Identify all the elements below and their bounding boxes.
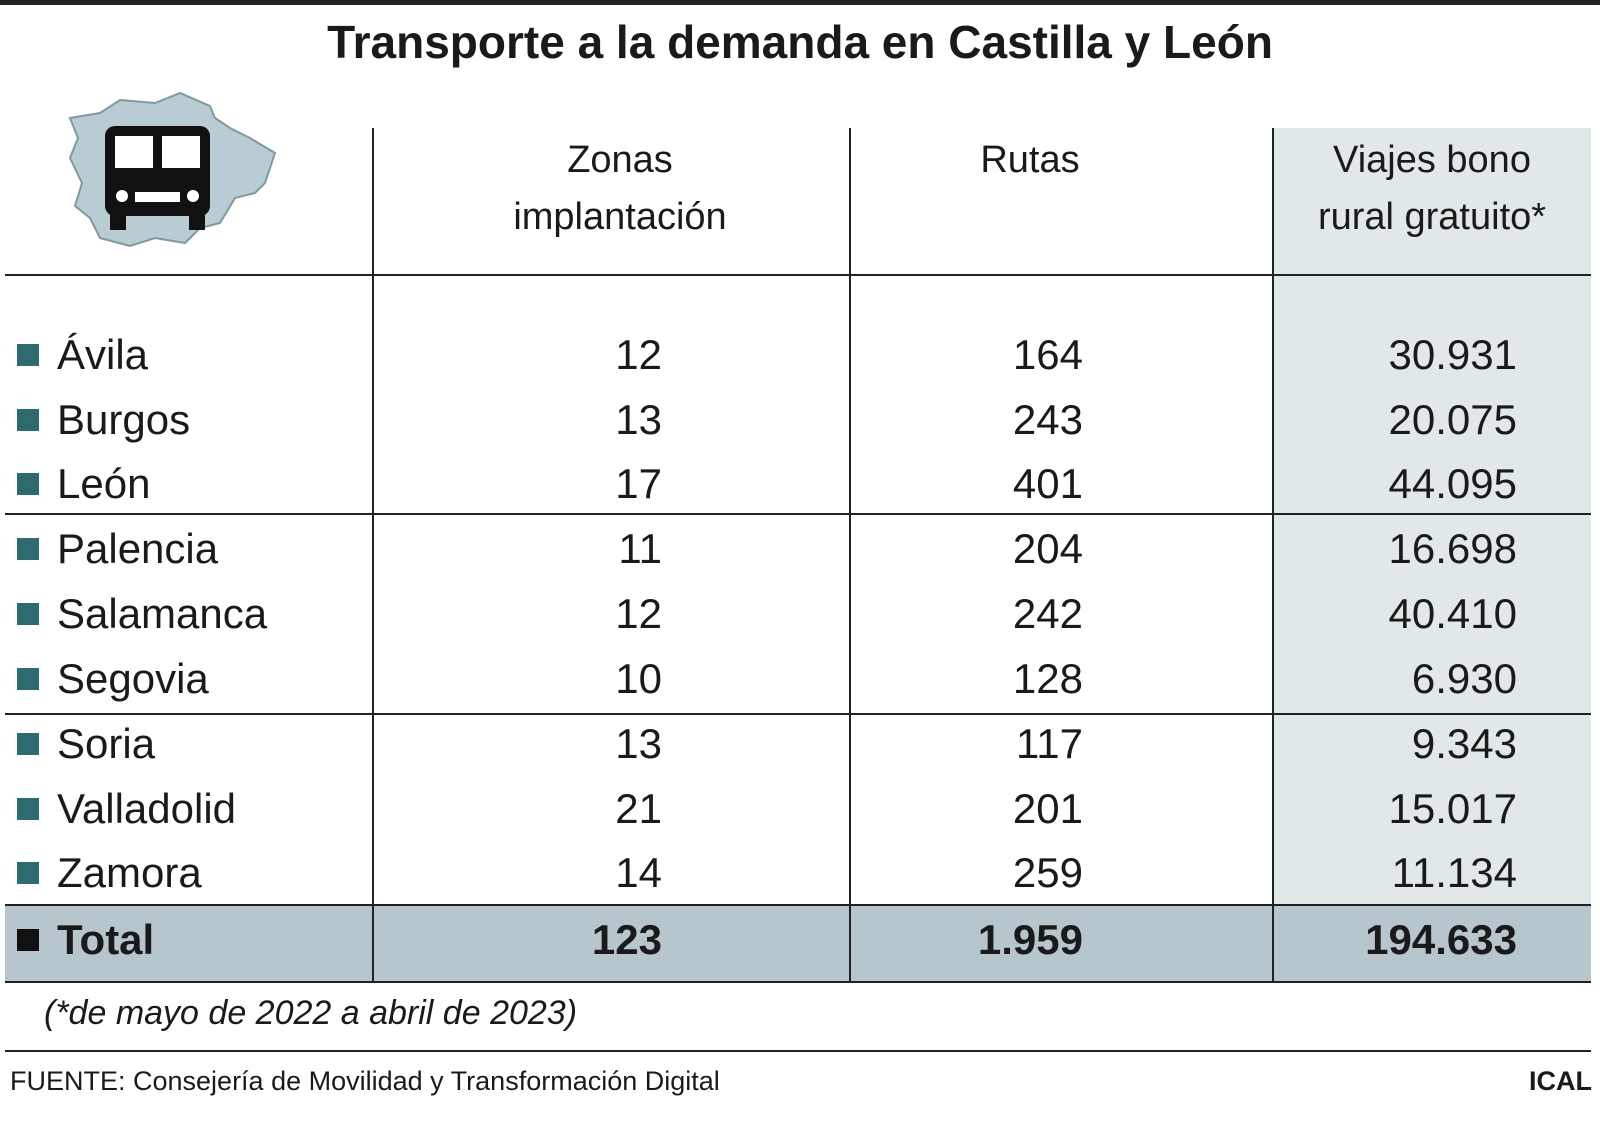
cell-value: 44.095 [1388,460,1517,507]
row-label: Valladolid [57,785,237,832]
row-marker [17,473,39,495]
cell-value: 13 [615,396,662,443]
header-rule [5,274,1591,276]
row-label: Ávila [57,331,149,378]
cell-value: 14 [615,849,662,896]
total-value: 1.959 [977,916,1083,963]
highlight-column [1273,128,1591,905]
cell-value: 12 [615,590,662,637]
cell-value: 11.134 [1391,849,1517,896]
cell-value: 11 [618,525,662,572]
cell-value: 259 [1012,849,1083,896]
row-marker [17,798,39,820]
note: (*de mayo de 2022 a abril de 2023) [44,994,578,1032]
total-rule [5,981,1591,983]
row-marker [17,929,39,951]
group-rule [5,513,1591,515]
row-marker [17,668,39,690]
cell-value: 117 [1016,720,1083,767]
total-label: Total [57,916,155,963]
column-rule [1272,128,1274,983]
title: Transporte a la demanda en Castilla y Le… [327,16,1273,68]
row-marker [17,344,39,366]
top-rule [0,0,1600,5]
column-header: rural gratuito* [1317,196,1547,238]
cell-value: 242 [1012,590,1083,637]
cell-value: 10 [615,655,662,702]
column-rule [849,128,851,983]
row-label: Burgos [57,396,191,443]
cell-value: 12 [615,331,662,378]
row-label: Segovia [57,655,209,702]
group-rule [5,713,1591,715]
row-marker [17,409,39,431]
cell-value: 40.410 [1388,590,1517,637]
cell-value: 9.343 [1411,720,1517,767]
total-rule [5,904,1591,906]
cell-value: 15.017 [1388,785,1517,832]
total-value: 123 [591,916,662,963]
row-marker [17,862,39,884]
source: FUENTE: Consejería de Movilidad y Transf… [10,1066,720,1096]
column-rule [372,128,374,983]
cell-value: 21 [615,785,662,832]
column-header: Viajes bono [1333,139,1531,181]
brand: ICAL [1529,1066,1592,1096]
row-marker [17,603,39,625]
cell-value: 16.698 [1388,525,1517,572]
cell-value: 30.931 [1388,331,1517,378]
cell-value: 6.930 [1411,655,1517,702]
cell-value: 17 [615,460,662,507]
cell-value: 204 [1012,525,1083,572]
cell-value: 128 [1012,655,1083,702]
column-header: Zonas [567,139,673,181]
cell-value: 164 [1012,331,1083,378]
row-marker [17,733,39,755]
row-label: Soria [57,720,156,767]
row-label: Salamanca [57,590,268,637]
cell-value: 243 [1012,396,1083,443]
region-bus-icon [68,91,277,248]
cell-value: 20.075 [1388,396,1517,443]
total-value: 194.633 [1365,916,1517,963]
row-marker [17,538,39,560]
cell-value: 401 [1012,460,1083,507]
column-header: Rutas [980,139,1080,181]
cell-value: 201 [1012,785,1083,832]
row-label: Palencia [57,525,219,572]
row-label: León [57,460,151,507]
footer-rule [5,1050,1591,1052]
row-label: Zamora [57,849,202,896]
column-header: implantación [513,196,727,238]
total-band [5,905,1591,982]
cell-value: 13 [615,720,662,767]
